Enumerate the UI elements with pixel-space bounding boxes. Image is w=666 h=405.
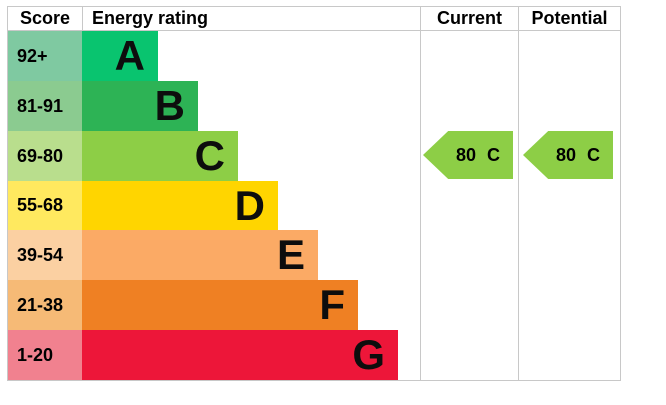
band-row-g: 1-20 G xyxy=(8,330,620,380)
band-bar-a: A xyxy=(82,31,158,81)
score-column-divider xyxy=(82,6,83,31)
table-right-border xyxy=(620,6,621,381)
current-column-divider xyxy=(420,6,421,381)
potential-column-header: Potential xyxy=(531,8,608,28)
band-row-f: 21-38 F xyxy=(8,280,620,330)
band-bar-e: E xyxy=(82,230,318,280)
score-range-c: 69-80 xyxy=(8,131,82,181)
score-range-e: 39-54 xyxy=(8,230,82,280)
potential-column-divider xyxy=(518,6,519,381)
table-bottom-border xyxy=(7,380,621,381)
band-bar-f: F xyxy=(82,280,358,330)
current-rating-grade: C xyxy=(487,144,501,165)
current-rating-value: 80 xyxy=(455,144,477,165)
band-row-c: 69-80 C xyxy=(8,131,620,181)
header-bottom-border xyxy=(7,30,621,31)
potential-rating-grade: C xyxy=(587,144,601,165)
band-row-e: 39-54 E xyxy=(8,230,620,280)
band-bar-b: B xyxy=(82,81,198,131)
band-bar-c: C xyxy=(82,131,238,181)
score-range-a: 92+ xyxy=(8,31,82,81)
score-column-header: Score xyxy=(19,8,71,28)
score-range-d: 55-68 xyxy=(8,181,82,230)
score-range-b: 81-91 xyxy=(8,81,82,131)
table-left-border xyxy=(7,6,8,381)
current-column-header: Current xyxy=(436,8,502,28)
band-row-d: 55-68 D xyxy=(8,181,620,230)
band-bar-d: D xyxy=(82,181,278,230)
potential-rating-value: 80 xyxy=(555,144,577,165)
table-top-border xyxy=(7,6,621,7)
band-bar-g: G xyxy=(82,330,398,380)
score-range-g: 1-20 xyxy=(8,330,82,380)
band-row-a: 92+ A xyxy=(8,31,620,81)
energy-rating-column-header: Energy rating xyxy=(92,8,209,28)
score-range-f: 21-38 xyxy=(8,280,82,330)
band-row-b: 81-91 B xyxy=(8,81,620,131)
